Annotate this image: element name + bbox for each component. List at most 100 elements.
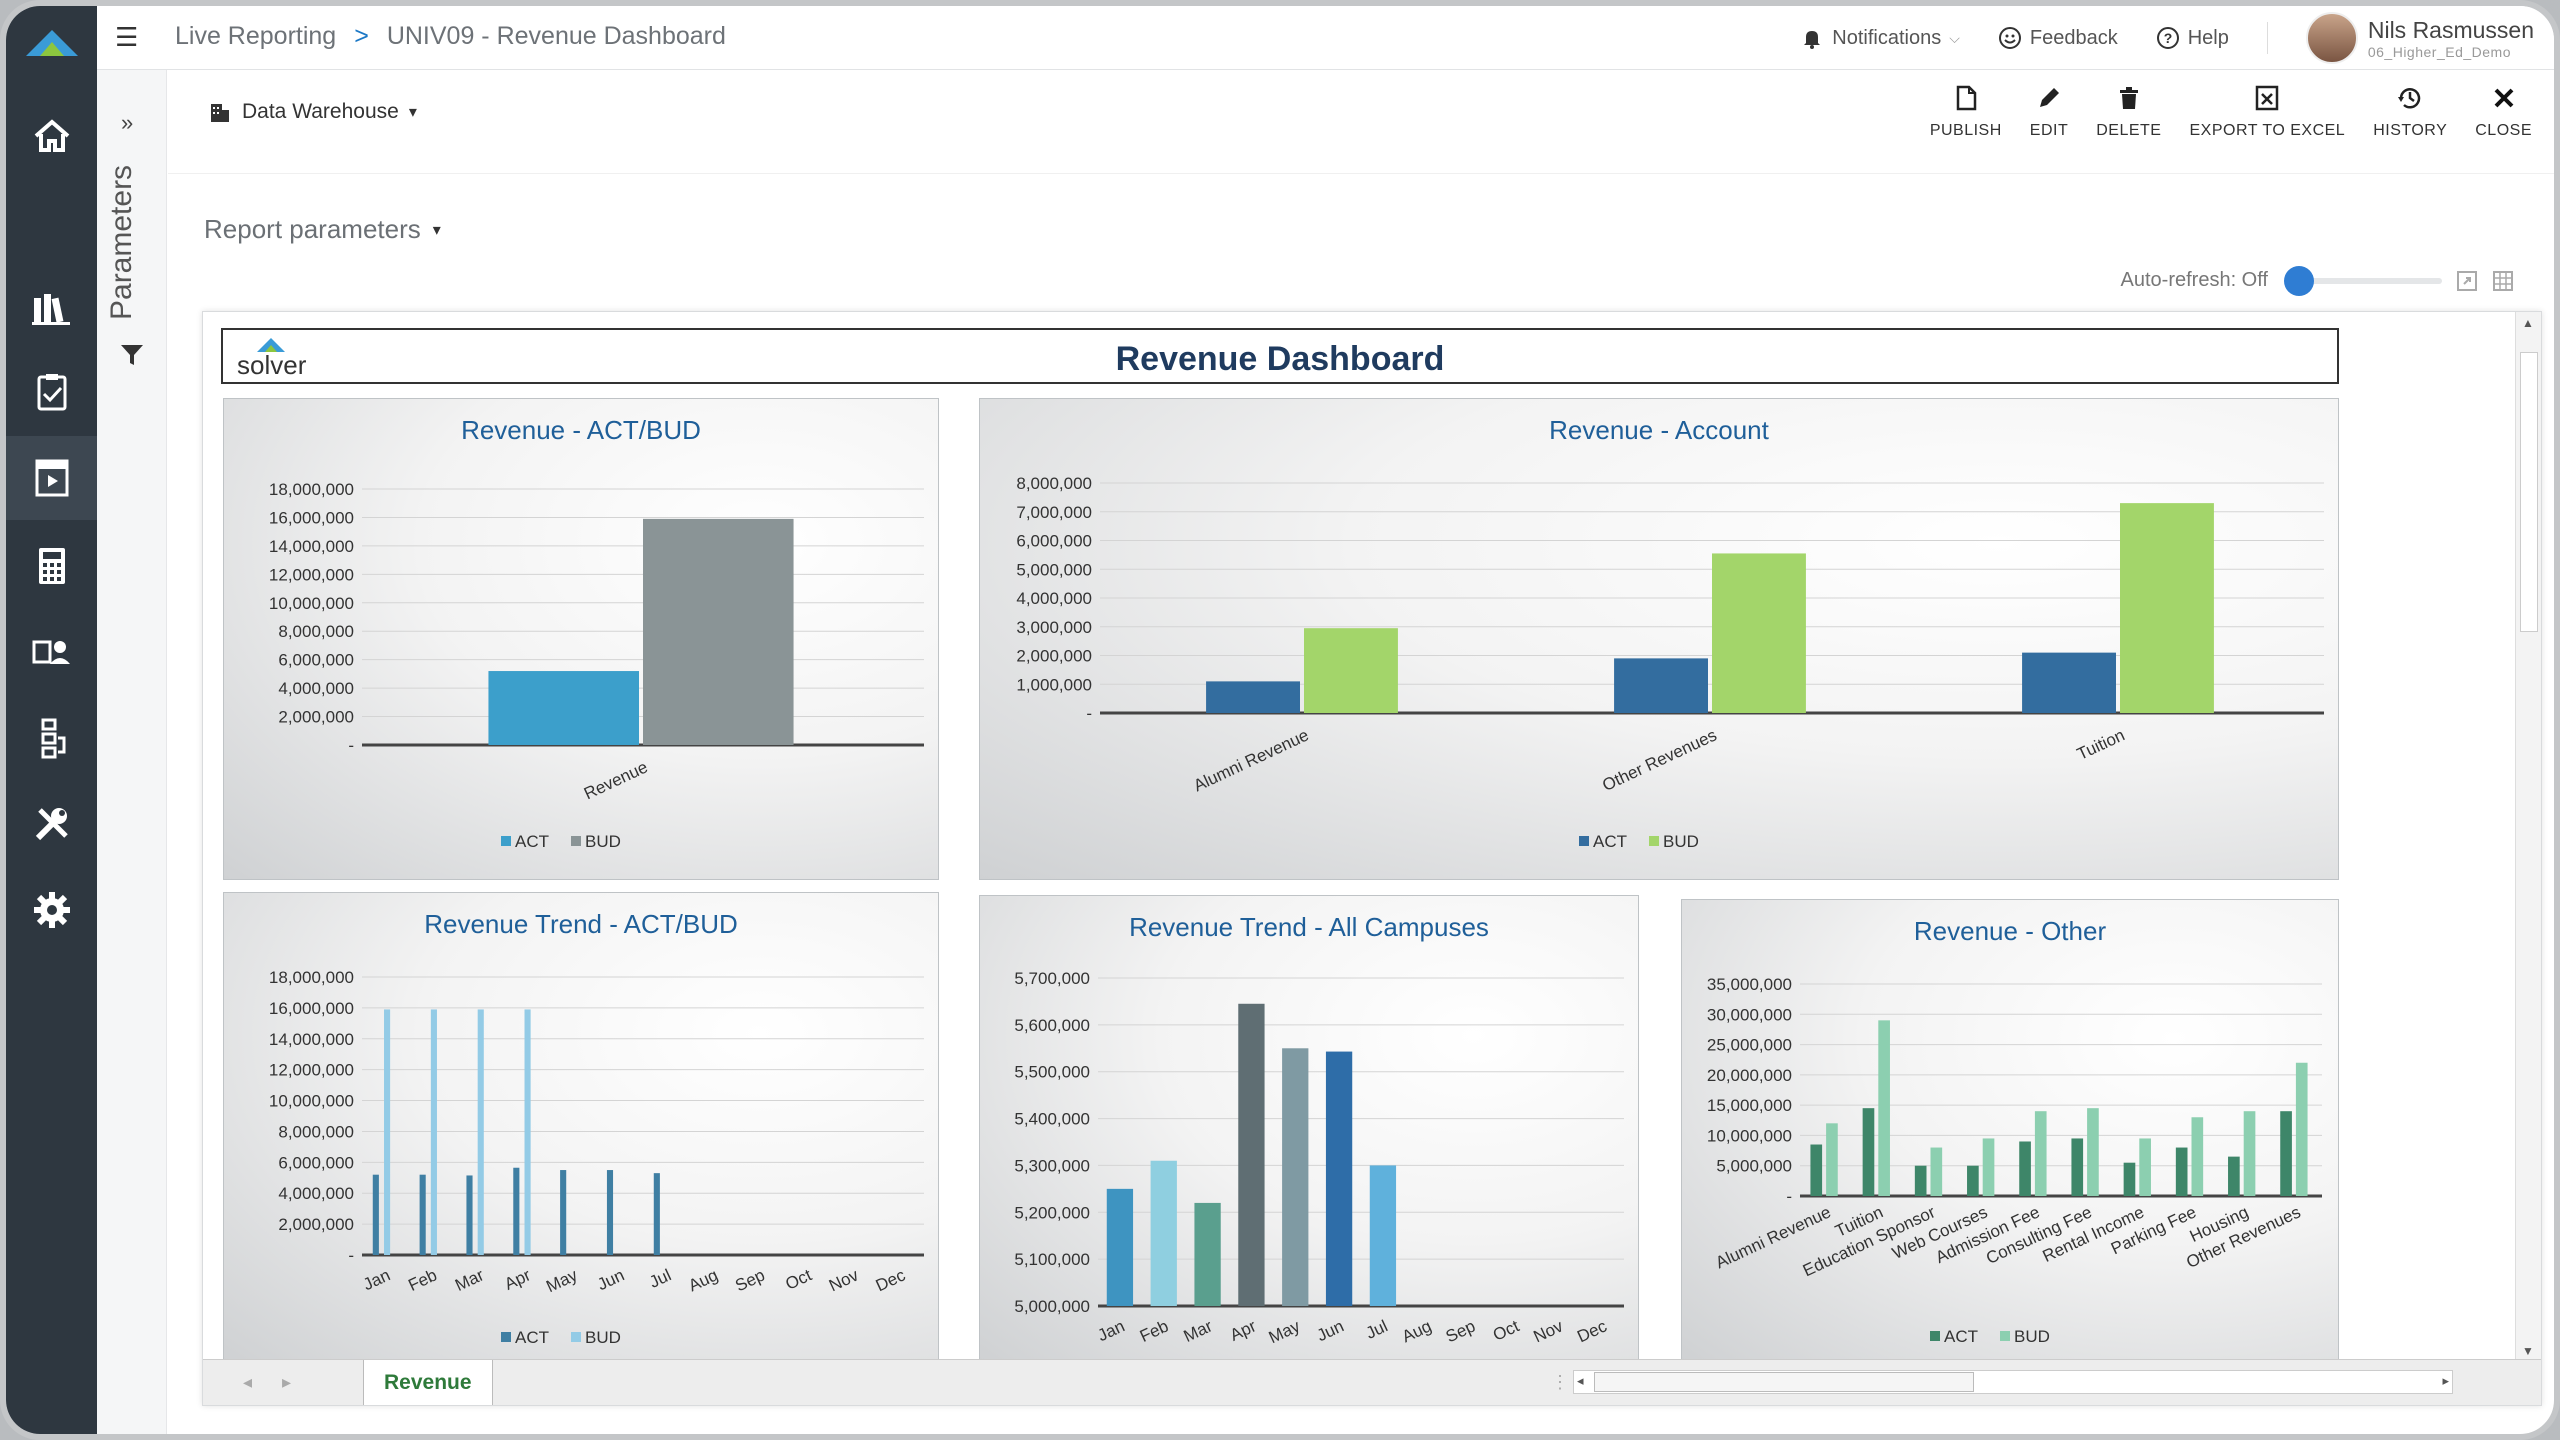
history-button[interactable]: HISTORY: [2373, 84, 2447, 140]
y-tick-label: 20,000,000: [1707, 1066, 1792, 1085]
legend-swatch-bud: [1649, 836, 1659, 846]
x-category-label: Mar: [1181, 1316, 1216, 1346]
x-category-label: Oct: [783, 1265, 815, 1294]
scroll-right-icon[interactable]: ▸: [2442, 1373, 2449, 1388]
y-tick-label: 18,000,000: [269, 968, 354, 987]
data-source-select[interactable]: Data Warehouse ▾: [208, 100, 417, 124]
pencil-icon: [2040, 88, 2059, 107]
scroll-down-icon[interactable]: ▼: [2522, 1344, 2534, 1358]
scroll-left-icon[interactable]: ◂: [1577, 1373, 1584, 1388]
notifications-button[interactable]: Notifications ⌵: [1800, 26, 1960, 50]
nav-reports[interactable]: [6, 436, 97, 520]
bar-act-feb: [419, 1174, 426, 1255]
sheet-nav: ◂ ▸: [243, 1372, 291, 1393]
chevron-down-icon: ▾: [432, 221, 441, 239]
y-tick-label: 4,000,000: [278, 1184, 354, 1203]
y-tick-label: 14,000,000: [269, 1030, 354, 1049]
legend-swatch-act: [501, 836, 511, 846]
report-toolbar: Data Warehouse ▾ PUBLISH EDIT DELETE EXP…: [168, 70, 2554, 174]
clipboard-check-icon: [37, 374, 66, 411]
auto-refresh-control: Auto-refresh: Off: [2121, 265, 2514, 296]
report-parameters-toggle[interactable]: Report parameters ▾: [204, 214, 441, 245]
library-icon: [31, 294, 70, 325]
x-category-label: Revenue: [581, 757, 651, 803]
legend-label-act: ACT: [515, 832, 549, 851]
y-tick-label: 5,600,000: [1014, 1016, 1090, 1035]
home-icon: [34, 119, 69, 152]
slider-knob[interactable]: [2284, 265, 2314, 296]
breadcrumb-section[interactable]: Live Reporting: [175, 22, 337, 50]
feedback-button[interactable]: Feedback: [1998, 26, 2118, 50]
prev-sheet-icon[interactable]: ◂: [243, 1372, 253, 1392]
vertical-scrollbar[interactable]: ▲ ▼: [2515, 312, 2541, 1362]
nav-tools[interactable]: [6, 782, 97, 866]
nav-tasks[interactable]: [6, 350, 97, 434]
bar-bud-rental-income: [2139, 1138, 2151, 1196]
x-category-label: Feb: [1137, 1316, 1172, 1346]
nav-library[interactable]: [6, 266, 97, 350]
nav-settings[interactable]: [6, 868, 97, 952]
nav-calculator[interactable]: [6, 524, 97, 608]
x-category-label: Oct: [1490, 1316, 1522, 1345]
chart-revenue-act-bud: Revenue - ACT/BUD 18,000,000 16,000,000 14,…: [223, 398, 939, 880]
next-sheet-icon[interactable]: ▸: [282, 1372, 292, 1392]
avatar: [2305, 12, 2358, 64]
scroll-up-icon[interactable]: ▲: [2522, 316, 2534, 330]
parameters-label[interactable]: Parameters: [105, 164, 138, 320]
bar-bud-jan: [384, 1009, 391, 1255]
chart-svg: Revenue - Other 35,000,000 30,000,000 25,00…: [1707, 916, 2322, 1346]
legend-swatch-act: [1930, 1331, 1940, 1341]
auto-refresh-slider[interactable]: [2284, 265, 2442, 296]
menu-icon[interactable]: ☰: [115, 22, 139, 52]
top-bar: ☰ Live Reporting > UNIV09 - Revenue Dash…: [97, 6, 2554, 70]
user-document-icon: [32, 640, 70, 664]
delete-button[interactable]: DELETE: [2096, 84, 2161, 140]
chart-title: Revenue Trend - All Campuses: [1129, 912, 1489, 942]
y-tick-label: 5,200,000: [1014, 1203, 1090, 1222]
export-to-excel-button[interactable]: EXPORT TO EXCEL: [2189, 84, 2345, 140]
vertical-scroll-thumb[interactable]: [2520, 352, 2538, 632]
publish-button[interactable]: PUBLISH: [1930, 84, 2002, 140]
x-category-label: Nov: [1531, 1316, 1567, 1346]
chart-title: Revenue - ACT/BUD: [461, 415, 701, 445]
bar-act-alumni-revenue: [1810, 1144, 1823, 1196]
sheet-tab-revenue[interactable]: Revenue: [363, 1360, 493, 1405]
horizontal-scrollbar[interactable]: ◂ ▸: [1573, 1370, 2453, 1394]
close-button[interactable]: CLOSE: [2475, 84, 2532, 140]
x-category-label: Jul: [1363, 1316, 1391, 1342]
legend-label-bud: BUD: [585, 1328, 621, 1347]
smiley-icon: [1998, 27, 2021, 49]
expand-icon[interactable]: [2456, 270, 2478, 292]
bar-act-may: [560, 1170, 567, 1255]
bar-mar: [1194, 1202, 1221, 1306]
splitter-icon[interactable]: ⋮: [1551, 1372, 1569, 1392]
nav-hierarchy[interactable]: [6, 696, 97, 780]
legend-label-bud: BUD: [2014, 1327, 2050, 1346]
chart-revenue-other: Revenue - Other 35,000,000 30,000,000 25,00…: [1681, 899, 2339, 1362]
bar-act-consulting-fee: [2071, 1138, 2084, 1196]
bar-act-revenue: [488, 671, 639, 745]
x-category-label: Jun: [1314, 1316, 1347, 1345]
y-tick-label: 12,000,000: [269, 565, 354, 584]
legend-label-act: ACT: [515, 1328, 549, 1347]
feedback-label: Feedback: [2029, 26, 2118, 49]
help-button[interactable]: ? Help: [2156, 26, 2229, 50]
legend-label-bud: BUD: [1663, 832, 1699, 851]
x-category-label: Apr: [1227, 1316, 1259, 1345]
edit-button[interactable]: EDIT: [2030, 84, 2068, 140]
y-tick-label: 5,000,000: [1016, 560, 1092, 579]
bar-act-education-sponsor: [1914, 1165, 1927, 1196]
filter-icon[interactable]: [119, 342, 145, 368]
expand-chevron-icon[interactable]: »: [121, 110, 134, 135]
nav-users[interactable]: [6, 610, 97, 694]
bar-act-other-revenues: [2280, 1111, 2292, 1196]
bar-bud-feb: [430, 1009, 437, 1255]
x-category-label: Jul: [646, 1265, 674, 1291]
grid-icon[interactable]: [2492, 270, 2514, 292]
app-logo-icon[interactable]: [24, 22, 80, 62]
horizontal-scroll-thumb[interactable]: [1594, 1372, 1974, 1392]
y-tick-label: 8,000,000: [278, 1122, 354, 1141]
user-menu[interactable]: Nils Rasmussen 06_Higher_Ed_Demo: [2305, 12, 2534, 64]
bar-bud-housing: [2243, 1111, 2256, 1196]
nav-home[interactable]: [6, 94, 97, 178]
